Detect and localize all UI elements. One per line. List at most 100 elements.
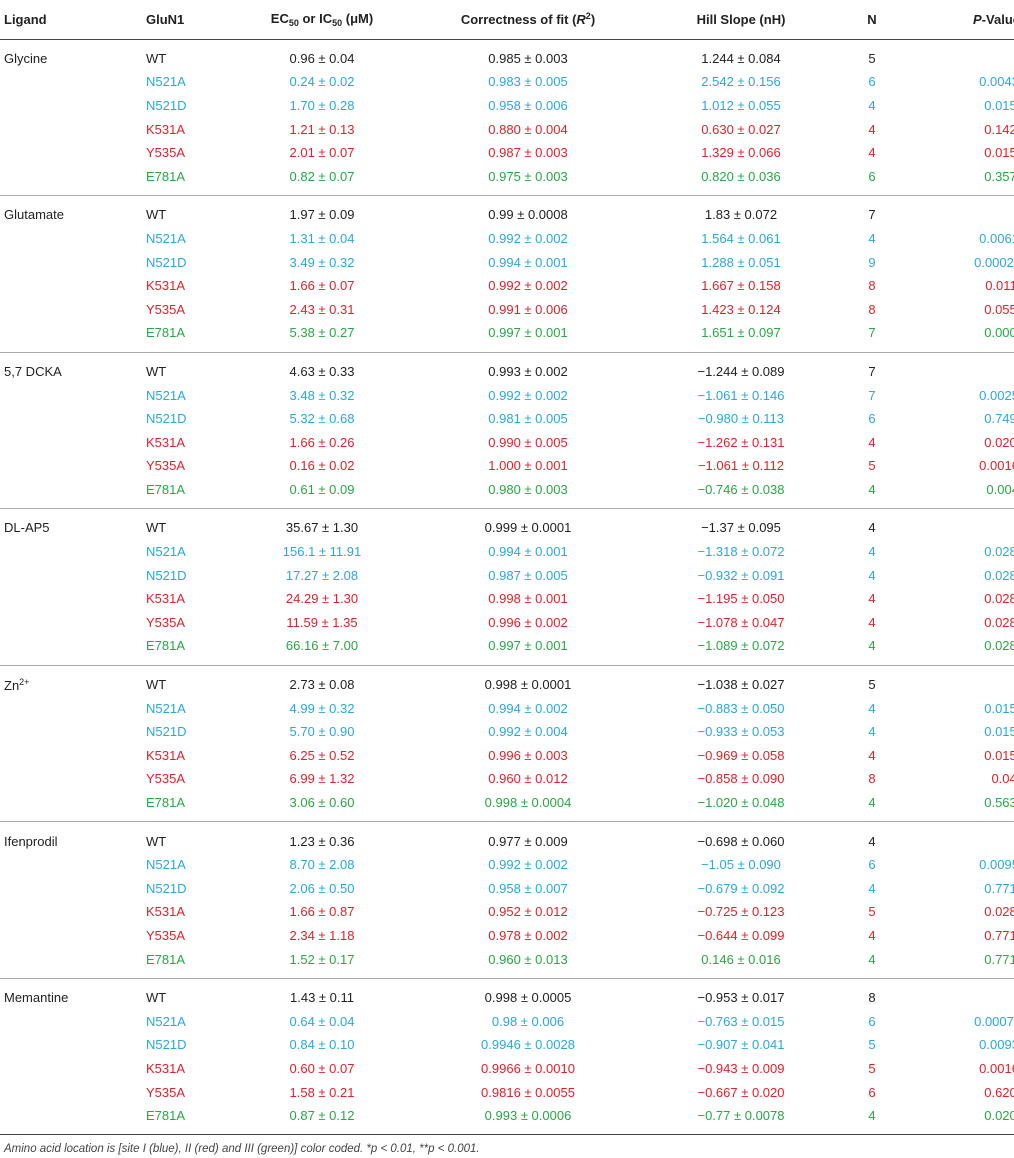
fit-cell: 0.996 ± 0.003 [488,747,568,763]
fit-cell: 0.880 ± 0.004 [488,121,568,137]
table-row: K531A 1.66 ± 0.07 0.992 ± 0.002 1.667 ± 0.1… [0,274,1014,298]
header-n-label: N [867,11,877,27]
p-value-cell: 0.0286 [984,904,1014,920]
ligand-cell [0,164,144,197]
table-row: Y535A 0.16 ± 0.02 1.000 ± 0.001 −1.061 ± 0.… [0,454,1014,478]
glun1-cell: N521D [146,724,187,740]
glun1-cell: WT [146,207,167,223]
fit-cell: 0.992 ± 0.002 [488,857,568,873]
table-row: N521A 3.48 ± 0.32 0.992 ± 0.002 −1.061 ± 0.… [0,383,1014,407]
fit-cell: 0.960 ± 0.012 [488,771,568,787]
n-cell: 7 [868,363,876,379]
ligand-cell [0,900,144,924]
table-row: N521D 3.49 ± 0.32 0.994 ± 0.001 1.288 ± 0.0… [0,250,1014,274]
ec50-cell: 3.49 ± 0.32 [289,254,355,270]
glun1-cell: Y535A [146,458,186,474]
header-ec-text: EC [270,10,289,26]
p-value-cell: – [908,978,1014,1009]
ec50-cell: 1.58 ± 0.21 [289,1084,355,1100]
table-row: K531A 24.29 ± 1.30 0.998 ± 0.001 −1.195 ± 0… [0,587,1014,611]
ec50-cell: 1.97 ± 0.09 [289,207,355,223]
p-value-cell: – [908,352,1014,383]
fit-cell: 0.998 ± 0.001 [488,591,568,607]
header-fit-r: R [576,12,586,28]
ec50-cell: 24.29 ± 1.30 [285,591,359,607]
ec50-cell: 0.87 ± 0.12 [234,1103,410,1136]
ligand-cell [0,924,144,948]
ligand-cell: Glutamate [0,196,144,227]
fit-cell: 0.99 ± 0.0008 [488,207,568,223]
glun1-cell: N521A [146,857,186,873]
glun1-cell: WT [146,677,167,693]
table-row: K531A 1.21 ± 0.13 0.880 ± 0.004 0.630 ± 0.0… [0,117,1014,141]
n-cell: 5 [868,1037,876,1053]
p-value-cell: 0.0286 [984,591,1014,607]
ligand-cell [0,250,144,274]
hill-slope-cell: 0.630 ± 0.027 [701,121,781,137]
n-cell: 8 [868,278,876,294]
p-value-cell: 0.0552 [984,301,1014,317]
p-value-cell: 0.1429 [984,121,1014,137]
glun1-cell: N521A [146,700,186,716]
hill-slope-cell: −0.907 ± 0.041 [697,1037,785,1053]
n-cell: 6 [868,74,876,90]
hill-slope-cell: −0.725 ± 0.123 [697,904,785,920]
ec50-cell: 2.43 ± 0.31 [289,301,355,317]
table-row: Memantine WT 1.43 ± 0.11 0.998 ± 0.0005 −0.9… [0,978,1014,1009]
n-cell: 4 [868,230,876,246]
ec50-cell: 0.60 ± 0.07 [289,1060,355,1076]
n-cell: 4 [868,145,876,161]
n-cell: 4 [868,544,876,560]
n-cell: 6 [868,1084,876,1100]
fit-cell: 0.975 ± 0.003 [410,164,646,197]
glun1-cell: Y535A [146,771,186,787]
ec50-cell: 5.32 ± 0.68 [289,411,355,427]
p-value-cell: 0.5635 [908,790,1014,823]
header-fit-close: ) [590,12,596,28]
fit-cell: 0.9816 ± 0.0055 [481,1084,575,1100]
header-ligand: Ligand [0,0,144,40]
hill-slope-cell: 1.329 ± 0.066 [701,145,781,161]
n-cell: 5 [868,677,876,693]
table-row: N521A 0.64 ± 0.04 0.98 ± 0.006 −0.763 ± 0.0… [0,1009,1014,1033]
ligand-cell [0,383,144,407]
n-cell: 4 [868,880,876,896]
table-row: N521A 4.99 ± 0.32 0.994 ± 0.002 −0.883 ± 0.… [0,696,1014,720]
glun1-cell: N521D [146,880,187,896]
glun1-cell: N521D [146,97,187,113]
n-cell: 4 [836,477,908,510]
ec50-cell: 1.23 ± 0.36 [289,833,355,849]
table-row: Y535A 6.99 ± 1.32 0.960 ± 0.012 −0.858 ± 0.… [0,767,1014,791]
fit-cell: 0.987 ± 0.003 [488,145,568,161]
hill-slope-cell: −1.038 ± 0.027 [697,677,785,693]
fit-cell: 0.998 ± 0.0005 [484,990,572,1006]
ec50-cell: 0.64 ± 0.04 [289,1013,355,1029]
glun1-cell: N521D [146,1037,187,1053]
n-cell: 4 [868,833,876,849]
fit-cell: 0.992 ± 0.004 [488,724,568,740]
glun1-cell: Y535A [146,145,186,161]
ec50-cell: 0.61 ± 0.09 [234,477,410,510]
hill-slope-cell: −1.195 ± 0.050 [697,591,785,607]
hill-slope-cell: 1.288 ± 0.051 [701,254,781,270]
table-row: Ifenprodil WT 1.23 ± 0.36 0.977 ± 0.009 −0.6… [0,822,1014,853]
n-cell: 5 [868,458,876,474]
hill-slope-cell: 1.564 ± 0.061 [701,230,781,246]
hill-slope-cell: −1.089 ± 0.072 [646,634,836,666]
ligand-cell [0,1033,144,1057]
fit-cell: 0.998 ± 0.0001 [484,677,572,693]
glun1-cell: E781A [144,1103,234,1136]
table-row: K531A 0.60 ± 0.07 0.9966 ± 0.0010 −0.943 ± … [0,1057,1014,1081]
glun1-cell: N521D [146,411,187,427]
p-value-cell: 0.0007** [974,1013,1014,1029]
fit-cell: 0.992 ± 0.002 [488,278,568,294]
ligand-cell [0,1080,144,1104]
fit-cell: 0.981 ± 0.005 [488,411,568,427]
ligand-cell [0,563,144,587]
p-value-cell: 0.7714 [908,947,1014,979]
p-value-cell: 0.7714 [984,927,1014,943]
hill-slope-cell: −0.746 ± 0.038 [646,477,836,510]
ec50-cell: 6.99 ± 1.32 [289,771,355,787]
